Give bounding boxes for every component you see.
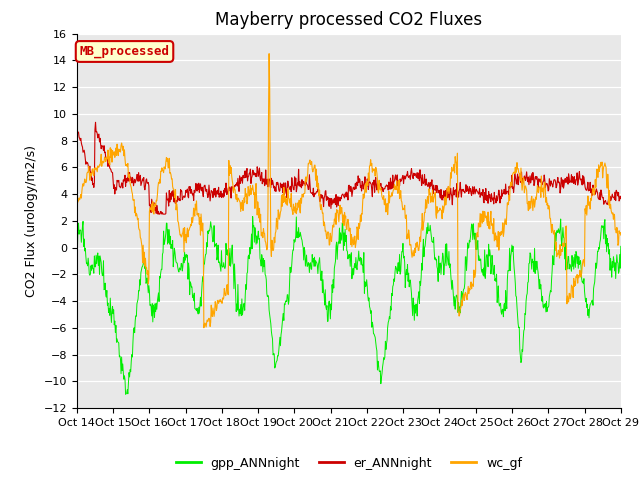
er_ANNnight [154, 211, 162, 217]
er_ANNnight [600, 194, 607, 200]
gpp_ANNnight [73, 236, 81, 242]
gpp_ANNnight [600, 223, 607, 229]
wc_gf [600, 167, 607, 173]
gpp_ANNnight [99, 273, 107, 278]
gpp_ANNnight [122, 392, 129, 397]
wc_gf [395, 188, 403, 193]
wc_gf [300, 191, 308, 196]
Legend: gpp_ANNnight, er_ANNnight, wc_gf: gpp_ANNnight, er_ANNnight, wc_gf [171, 452, 527, 475]
Line: gpp_ANNnight: gpp_ANNnight [77, 216, 621, 395]
Title: Mayberry processed CO2 Fluxes: Mayberry processed CO2 Fluxes [215, 11, 483, 29]
wc_gf [99, 158, 107, 164]
gpp_ANNnight [395, 260, 403, 265]
gpp_ANNnight [249, 214, 257, 219]
er_ANNnight [73, 126, 81, 132]
wc_gf [200, 325, 208, 331]
er_ANNnight [617, 195, 625, 201]
wc_gf [617, 232, 625, 238]
er_ANNnight [92, 120, 99, 125]
er_ANNnight [175, 197, 183, 203]
er_ANNnight [100, 147, 108, 153]
gpp_ANNnight [591, 279, 598, 285]
wc_gf [591, 189, 598, 194]
gpp_ANNnight [617, 243, 625, 249]
er_ANNnight [300, 179, 308, 184]
Text: MB_processed: MB_processed [79, 45, 170, 58]
wc_gf [73, 202, 81, 208]
Y-axis label: CO2 Flux (urology/m2/s): CO2 Flux (urology/m2/s) [25, 145, 38, 297]
Line: wc_gf: wc_gf [77, 54, 621, 328]
gpp_ANNnight [300, 257, 308, 263]
wc_gf [174, 218, 182, 224]
er_ANNnight [395, 178, 403, 183]
wc_gf [265, 51, 273, 57]
er_ANNnight [591, 188, 598, 193]
Line: er_ANNnight: er_ANNnight [77, 122, 621, 214]
gpp_ANNnight [175, 268, 182, 274]
